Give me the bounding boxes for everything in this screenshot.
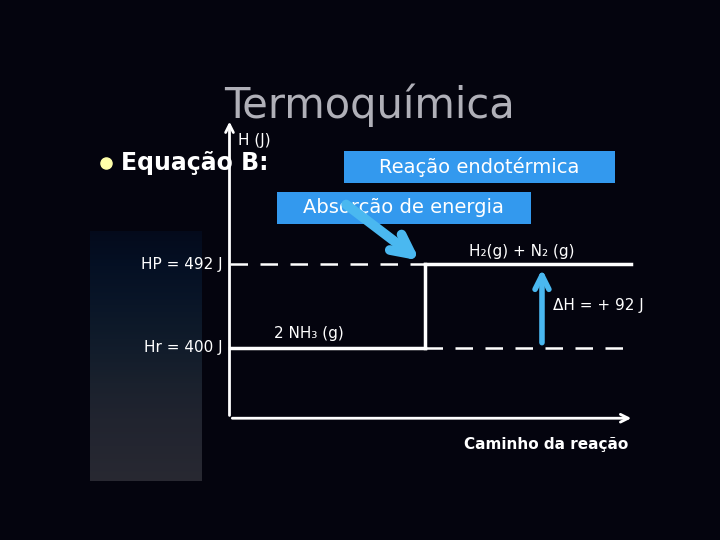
Text: 2 NH₃ (g): 2 NH₃ (g) [274,326,344,341]
Text: Caminho da reação: Caminho da reação [464,437,629,452]
Text: Hr = 400 J: Hr = 400 J [144,340,222,355]
FancyBboxPatch shape [344,151,615,183]
Text: HP = 492 J: HP = 492 J [141,257,222,272]
Text: H₂(g) + N₂ (g): H₂(g) + N₂ (g) [469,245,575,259]
Text: H (J): H (J) [238,133,271,148]
FancyBboxPatch shape [277,192,531,224]
Text: Termoquímica: Termoquímica [224,84,514,127]
Text: ΔH = + 92 J: ΔH = + 92 J [553,299,644,313]
Text: Equação B:: Equação B: [121,151,268,174]
Text: Reação endotérmica: Reação endotérmica [379,157,580,177]
Text: Absorção de energia: Absorção de energia [303,198,504,217]
